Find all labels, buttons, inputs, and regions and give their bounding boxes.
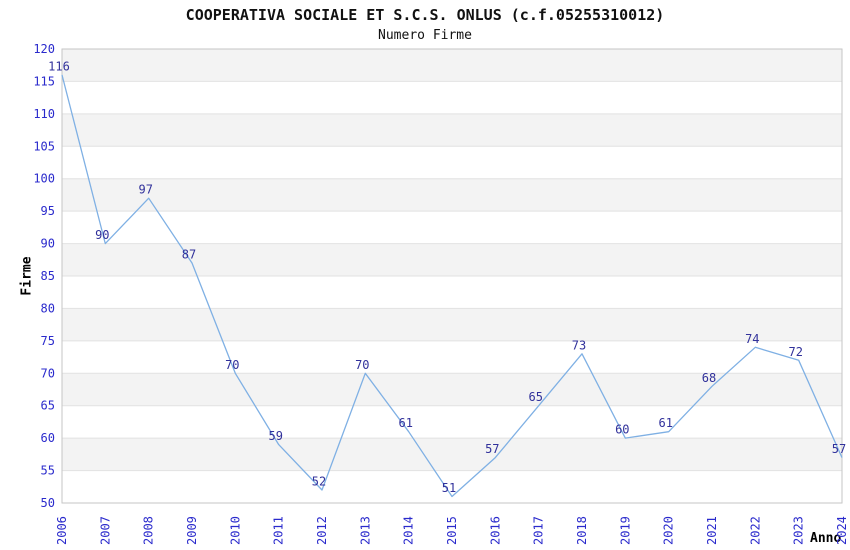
x-tick-label: 2013 <box>358 516 372 545</box>
x-tick-label: 2020 <box>662 516 676 545</box>
y-tick-label: 85 <box>41 269 55 283</box>
y-tick-label: 70 <box>41 366 55 380</box>
grid-band <box>62 178 842 212</box>
y-tick-label: 120 <box>33 42 55 56</box>
x-tick-label: 2023 <box>792 516 806 545</box>
data-point-label: 60 <box>615 423 629 437</box>
data-point-label: 52 <box>312 475 326 489</box>
data-point-label: 72 <box>788 345 802 359</box>
x-tick-label: 2022 <box>748 516 762 545</box>
data-point-label: 70 <box>225 358 239 372</box>
y-tick-label: 50 <box>41 496 55 510</box>
x-tick-label: 2021 <box>705 516 719 545</box>
chart-subtitle: Numero Firme <box>378 28 472 43</box>
y-tick-label: 95 <box>41 204 55 218</box>
y-tick-label: 115 <box>33 74 55 88</box>
data-point-label: 87 <box>182 248 196 262</box>
x-tick-label: 2007 <box>98 516 112 545</box>
x-tick-label: 2017 <box>532 516 546 545</box>
y-tick-label: 65 <box>41 399 55 413</box>
data-point-label: 51 <box>442 481 456 495</box>
data-point-label: 70 <box>355 358 369 372</box>
x-axis-title: Anno <box>810 531 842 546</box>
data-point-label: 68 <box>702 371 716 385</box>
grid-band <box>62 373 842 406</box>
y-tick-label: 75 <box>41 334 55 348</box>
x-tick-label: 2006 <box>55 516 69 545</box>
x-tick-label: 2018 <box>575 516 589 545</box>
data-point-label: 61 <box>398 416 412 430</box>
y-tick-label: 90 <box>41 237 55 251</box>
grid-band <box>62 438 842 471</box>
y-tick-label: 80 <box>41 301 55 315</box>
x-tick-label: 2010 <box>228 516 242 545</box>
grid-band <box>62 243 842 276</box>
data-line <box>61 74 843 498</box>
x-tick-label: 2008 <box>142 516 156 545</box>
data-point-label: 73 <box>572 338 586 352</box>
grid-band <box>62 113 842 147</box>
y-tick-label: 105 <box>33 139 55 153</box>
y-tick-label: 55 <box>41 464 55 478</box>
grid-band <box>62 49 842 82</box>
data-point-label: 65 <box>528 390 542 404</box>
x-tick-label: 2014 <box>402 516 416 545</box>
x-tick-label: 2024 <box>835 516 849 545</box>
plot-border <box>61 48 843 504</box>
x-tick-label: 2015 <box>445 516 459 545</box>
data-point-label: 61 <box>658 416 672 430</box>
y-tick-label: 60 <box>41 431 55 445</box>
x-tick-label: 2011 <box>272 516 286 545</box>
y-tick-label: 110 <box>33 107 55 121</box>
x-tick-label: 2019 <box>618 516 632 545</box>
y-tick-label: 100 <box>33 172 55 186</box>
data-point-label: 57 <box>832 442 846 456</box>
grid-band <box>62 308 842 341</box>
x-tick-label: 2012 <box>315 516 329 545</box>
data-point-label: 90 <box>95 228 109 242</box>
data-point-label: 59 <box>268 429 282 443</box>
x-tick-label: 2016 <box>488 516 502 545</box>
data-point-label: 97 <box>138 183 152 197</box>
data-point-label: 74 <box>745 332 759 346</box>
data-point-label: 57 <box>485 442 499 456</box>
data-point-label: 116 <box>48 59 70 73</box>
chart-title: COOPERATIVA SOCIALE ET S.C.S. ONLUS (c.f… <box>185 6 665 24</box>
x-tick-label: 2009 <box>185 516 199 545</box>
